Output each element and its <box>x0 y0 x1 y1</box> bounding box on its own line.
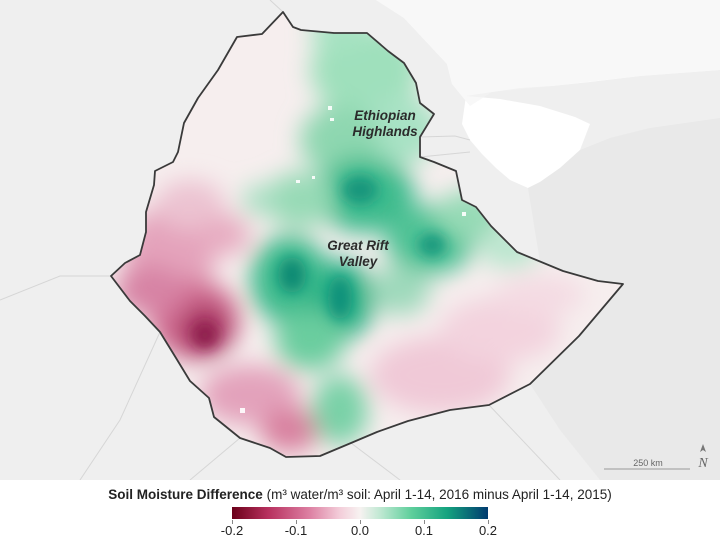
legend-title: Soil Moisture Difference (m³ water/m³ so… <box>0 487 720 502</box>
legend-title-units: (m³ water/m³ soil: April 1-14, 2016 minu… <box>262 487 612 502</box>
legend-tick-label: 0.2 <box>478 523 498 538</box>
color-legend: Soil Moisture Difference (m³ water/m³ so… <box>0 480 720 538</box>
scale-bar-label: 250 km <box>633 458 663 468</box>
neighbour-borders <box>0 0 561 480</box>
legend-title-bold: Soil Moisture Difference <box>108 487 263 502</box>
arabian-peninsula <box>376 0 720 106</box>
legend-tick <box>360 520 361 524</box>
legend-tick <box>488 520 489 524</box>
north-arrow: N <box>697 444 708 471</box>
legend-tick-label: 0.1 <box>414 523 434 538</box>
label-highlands-line-2: Highlands <box>352 124 418 139</box>
label-ethiopian-highlands: Ethiopian Highlands <box>352 108 418 139</box>
somalia-land <box>528 118 720 480</box>
north-arrow-icon <box>700 444 706 452</box>
gulf-of-aden <box>462 96 590 188</box>
label-highlands-line-1: Ethiopian <box>354 108 416 123</box>
soil-moisture-map: Ethiopian Highlands Great Rift Valley 25… <box>0 0 720 480</box>
legend-tick-label: -0.2 <box>220 523 244 538</box>
north-label: N <box>697 456 708 471</box>
ethiopia-border <box>110 11 624 458</box>
legend-tick <box>232 520 233 524</box>
legend-color-ramp <box>232 507 488 519</box>
scale-bar: 250 km <box>604 458 690 470</box>
legend-tick <box>424 520 425 524</box>
legend-tick <box>296 520 297 524</box>
legend-tick-label: 0.0 <box>350 523 370 538</box>
label-great-rift-valley: Great Rift Valley <box>327 238 389 269</box>
legend-tick-label: -0.1 <box>284 523 308 538</box>
label-rift-line-2: Valley <box>339 254 379 269</box>
label-rift-line-1: Great Rift <box>327 238 389 253</box>
